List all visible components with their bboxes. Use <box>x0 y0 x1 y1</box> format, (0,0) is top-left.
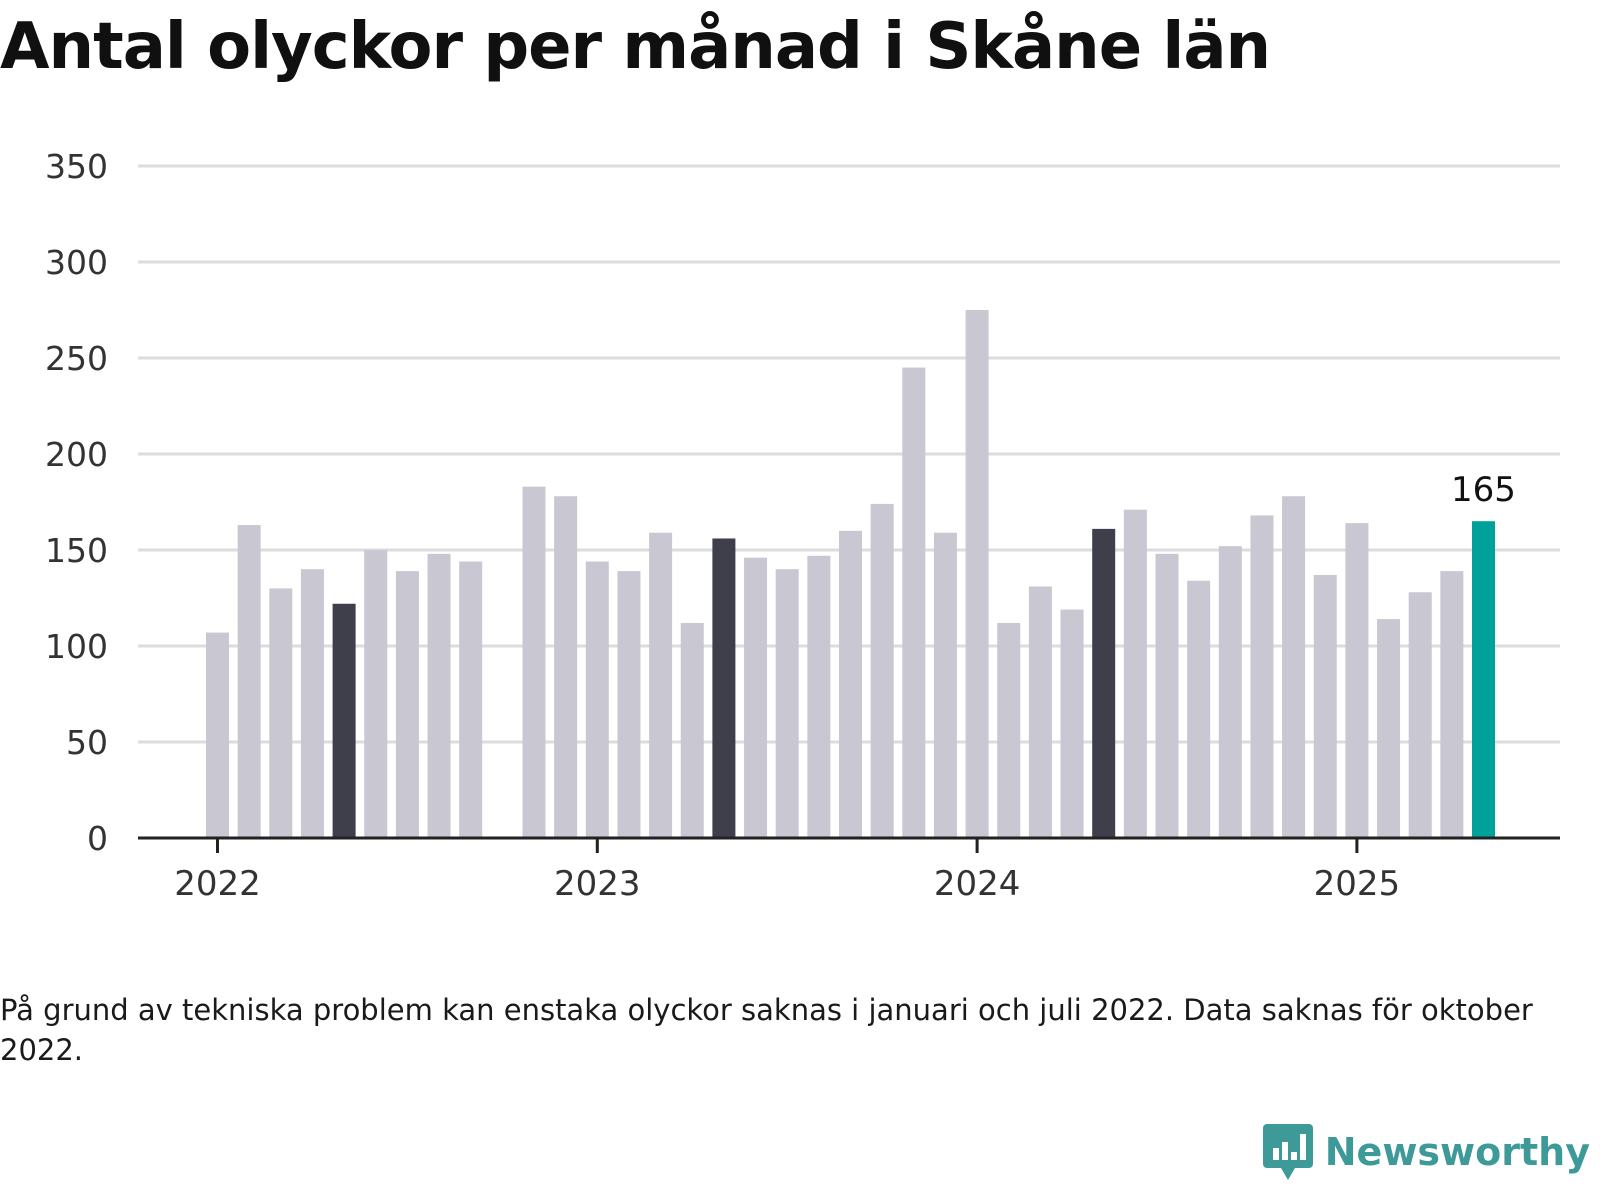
bar-2024-02 <box>997 622 1021 838</box>
footnote: På grund av tekniska problem kan enstaka… <box>0 993 1533 1067</box>
x-axis-ticks: 2022 2023 2024 2025 <box>174 838 1400 904</box>
y-tick-label: 50 <box>66 723 108 762</box>
bar-2024-06 <box>1123 509 1147 838</box>
bar-2023-10 <box>870 503 894 838</box>
bar-2023-05 <box>712 538 736 838</box>
bar-2025-05 <box>1472 521 1495 838</box>
bar-2023-11 <box>902 367 926 838</box>
bar-2023-01 <box>585 561 609 838</box>
bar-2024-09 <box>1218 546 1242 838</box>
x-tick-label: 2022 <box>174 864 261 904</box>
y-axis-ticks: 0 50 100 150 200 250 300 350 <box>45 147 108 858</box>
bar-2022-01 <box>206 632 229 838</box>
bar-2024-11 <box>1282 496 1306 838</box>
bar-2022-05 <box>332 603 356 838</box>
y-tick-label: 150 <box>45 531 108 570</box>
bar-2023-04 <box>680 622 704 838</box>
y-tick-label: 250 <box>45 339 108 378</box>
bar-2024-05 <box>1092 528 1116 838</box>
y-tick-label: 100 <box>45 627 108 666</box>
bar-2023-07 <box>775 569 799 838</box>
y-tick-label: 300 <box>45 243 108 282</box>
newsworthy-logo[interactable]: Newsworthy <box>1262 1124 1590 1180</box>
bar-2023-08 <box>807 555 831 838</box>
bar-2022-04 <box>300 569 324 838</box>
bar-2024-03 <box>1028 586 1052 838</box>
newsworthy-chart-bubble-icon <box>1262 1124 1313 1180</box>
bar-2024-10 <box>1250 515 1274 838</box>
bar-2024-12 <box>1313 574 1337 838</box>
x-tick-label: 2023 <box>554 864 641 904</box>
bar-2022-07 <box>395 571 419 838</box>
bar-2022-06 <box>364 550 388 838</box>
bar-2025-03 <box>1408 592 1432 838</box>
x-tick-label: 2025 <box>1314 864 1401 904</box>
bar-2024-07 <box>1155 553 1179 838</box>
x-tick-label: 2024 <box>934 864 1021 904</box>
bar-value-label: 165 <box>1451 470 1516 510</box>
bar-2024-08 <box>1187 580 1211 838</box>
bar-2025-04 <box>1440 571 1464 838</box>
y-tick-label: 200 <box>45 435 108 474</box>
bar-2022-08 <box>427 553 451 838</box>
bar-2023-03 <box>649 532 673 838</box>
y-tick-label: 0 <box>87 819 108 858</box>
bar-2023-09 <box>839 530 862 838</box>
bar-2025-01 <box>1345 523 1369 838</box>
bar-2024-01 <box>965 310 989 838</box>
bar-chart: 0 50 100 150 200 250 300 350 2022 2023 2024 2025 1… <box>45 147 1560 904</box>
bar-2022-03 <box>269 588 293 838</box>
y-tick-label: 350 <box>45 147 108 186</box>
chart-title: Antal olyckor per månad i Skåne län <box>0 10 1271 84</box>
bar-2023-12 <box>933 532 957 838</box>
logo-text: Newsworthy <box>1324 1130 1590 1174</box>
bar-2022-09 <box>459 561 483 838</box>
bar-2022-11 <box>522 486 546 838</box>
bar-2022-02 <box>237 525 261 838</box>
bars <box>206 310 1495 838</box>
data-labels: 165 <box>1451 470 1516 510</box>
bar-2022-12 <box>554 496 578 838</box>
bar-2024-04 <box>1060 609 1084 838</box>
bar-2023-02 <box>617 571 641 838</box>
bar-2025-02 <box>1377 619 1401 838</box>
bar-2023-06 <box>744 557 768 838</box>
